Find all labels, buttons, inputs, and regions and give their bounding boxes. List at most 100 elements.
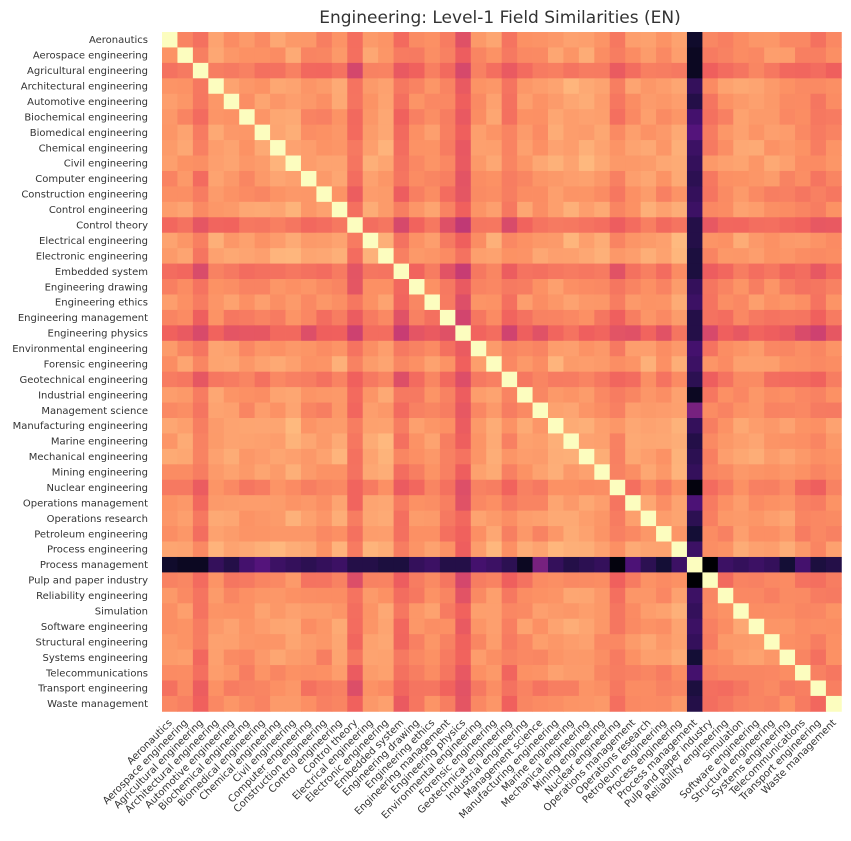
heatmap-cell <box>717 340 734 357</box>
heatmap-cell <box>594 572 611 589</box>
heatmap-cell <box>563 340 580 357</box>
heatmap-cell <box>316 309 333 326</box>
heatmap-cell <box>162 294 178 311</box>
heatmap-cell <box>733 140 750 156</box>
heatmap-cell <box>748 93 765 110</box>
heatmap-cell <box>192 248 209 264</box>
heatmap-cell <box>409 464 425 481</box>
heatmap-cell <box>285 124 302 141</box>
heatmap-cell <box>470 649 487 666</box>
heatmap-cell <box>594 356 611 373</box>
heatmap-cell <box>795 340 811 357</box>
heatmap-cell <box>795 232 811 249</box>
heatmap-cell <box>362 325 379 342</box>
heatmap-cell <box>764 217 780 234</box>
heatmap-cell <box>455 479 472 496</box>
heatmap-cell <box>764 541 780 558</box>
heatmap-cell <box>748 649 765 666</box>
heatmap-cell <box>717 418 734 434</box>
heatmap-cell <box>424 479 441 496</box>
heatmap-cell <box>825 448 842 465</box>
heatmap-cell <box>393 680 410 697</box>
heatmap-cell <box>208 603 225 620</box>
heatmap-cell <box>717 294 734 311</box>
heatmap-cell <box>764 665 780 681</box>
heatmap-cell <box>239 201 256 218</box>
heatmap-cell <box>285 325 302 342</box>
heatmap-cell <box>748 371 765 388</box>
heatmap-cell <box>501 93 518 110</box>
heatmap-cell <box>548 387 564 403</box>
heatmap-cell <box>501 649 518 666</box>
heatmap-cell <box>362 170 379 187</box>
heatmap-cell <box>192 479 209 496</box>
heatmap-cell <box>625 402 642 419</box>
heatmap-cell <box>825 649 842 666</box>
heatmap-cell <box>285 387 302 403</box>
heatmap-cell <box>270 170 286 187</box>
heatmap-cell <box>470 217 487 234</box>
heatmap-cell <box>532 109 549 126</box>
heatmap-cell <box>455 603 472 620</box>
heatmap-cell <box>285 279 302 295</box>
heatmap-cell <box>548 695 564 712</box>
heatmap-cell <box>810 62 827 79</box>
heatmap-cell <box>625 232 642 249</box>
heatmap-cell <box>192 556 209 573</box>
heatmap-cell <box>347 556 364 573</box>
heatmap-cell <box>393 603 410 620</box>
heatmap-cell <box>300 217 317 234</box>
heatmap-cell <box>223 433 240 450</box>
heatmap-cell <box>378 464 394 481</box>
heatmap-cell <box>409 556 425 573</box>
heatmap-cell <box>671 556 688 573</box>
heatmap-cell <box>409 217 425 234</box>
heatmap-cell <box>717 325 734 342</box>
heatmap-cell <box>486 510 503 527</box>
heatmap-cell <box>162 263 178 280</box>
heatmap-cell <box>810 649 827 666</box>
heatmap-cell <box>686 510 703 527</box>
heatmap-cell <box>795 479 811 496</box>
heatmap-cell <box>609 93 626 110</box>
heatmap-cell <box>486 665 503 681</box>
heatmap-cell <box>300 418 317 434</box>
heatmap-cell <box>764 325 780 342</box>
heatmap-cell <box>455 541 472 558</box>
heatmap-cell <box>702 309 719 326</box>
heatmap-cell <box>362 356 379 373</box>
heatmap-cell <box>686 680 703 697</box>
heatmap-cell <box>316 418 333 434</box>
heatmap-cell <box>409 649 425 666</box>
heatmap-cell <box>439 402 456 419</box>
heatmap-cell <box>285 495 302 512</box>
heatmap-cell <box>702 526 719 542</box>
heatmap-cell <box>486 93 503 110</box>
heatmap-cell <box>532 186 549 203</box>
heatmap-cell <box>517 217 533 234</box>
heatmap-cell <box>594 665 611 681</box>
heatmap-cell <box>671 541 688 558</box>
heatmap-cell <box>671 155 688 172</box>
heatmap-cell <box>470 201 487 218</box>
heatmap-cell <box>594 448 611 465</box>
heatmap-cell <box>733 418 750 434</box>
heatmap-cell <box>270 32 286 48</box>
heatmap-cell <box>532 402 549 419</box>
heatmap-cell <box>177 124 194 141</box>
heatmap-cell <box>733 309 750 326</box>
heatmap-cell <box>439 294 456 311</box>
heatmap-cell <box>270 510 286 527</box>
heatmap-cell <box>393 448 410 465</box>
heatmap-cell <box>285 263 302 280</box>
heatmap-cell <box>378 387 394 403</box>
heatmap-cell <box>192 294 209 311</box>
heatmap-cell <box>702 649 719 666</box>
heatmap-cell <box>347 248 364 264</box>
heatmap-cell <box>162 124 178 141</box>
heatmap-cell <box>208 618 225 635</box>
heatmap-cell <box>717 124 734 141</box>
heatmap-cell <box>501 387 518 403</box>
heatmap-cell <box>594 325 611 342</box>
heatmap-cell <box>702 47 719 64</box>
